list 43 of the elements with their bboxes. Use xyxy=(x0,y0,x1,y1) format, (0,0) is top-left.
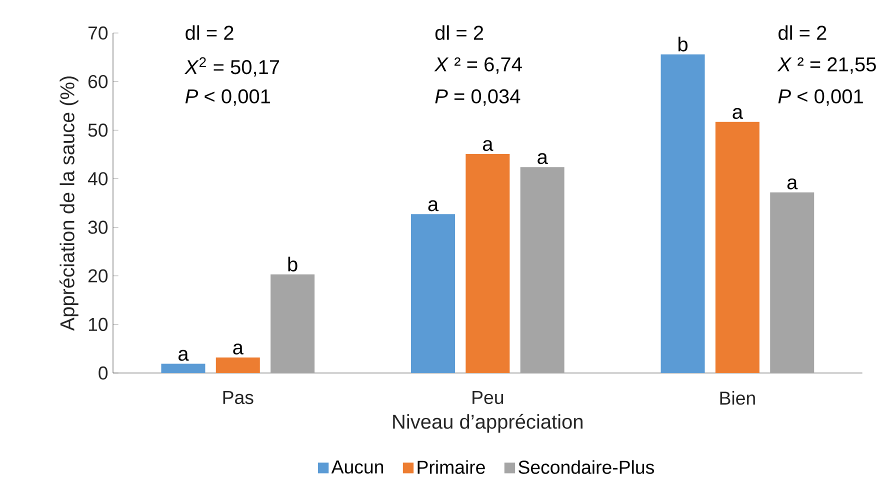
x-tick-label: Bien xyxy=(720,391,755,405)
x-tick-label: Peu xyxy=(472,391,504,404)
bar xyxy=(270,274,315,373)
annotation: dl = 2 xyxy=(186,25,234,40)
annotation: P < 0,001 xyxy=(185,89,270,106)
annotation: dl = 2 xyxy=(435,25,484,40)
bar xyxy=(411,214,456,373)
annotation: X ² = 21,55 xyxy=(777,57,876,74)
data-label: a xyxy=(428,200,439,212)
data-label: a xyxy=(233,344,244,355)
y-axis-title: Appréciation de la sauce (%) xyxy=(60,76,78,331)
annotation: X ² = 6,74 xyxy=(434,57,522,74)
data-label: a xyxy=(538,153,548,164)
data-label: b xyxy=(288,256,298,272)
x-tick-label: Pas xyxy=(223,391,254,404)
bar xyxy=(466,154,510,373)
annotation: X$^{2}$ = 50,17 xyxy=(184,57,280,77)
bar xyxy=(770,192,814,373)
annotation: P = 0,034 xyxy=(435,89,520,106)
bar xyxy=(660,54,705,373)
y-tick-label: 50 xyxy=(88,124,108,137)
bar xyxy=(715,122,760,373)
bar xyxy=(520,167,564,373)
x-axis-title: Niveau d’appréciation xyxy=(393,414,582,433)
data-label: a xyxy=(787,178,798,190)
annotation: dl = 2 xyxy=(778,25,826,40)
bar xyxy=(216,357,260,373)
y-tick-label: 0 xyxy=(98,366,108,380)
y-tick-label: 70 xyxy=(88,26,108,40)
y-tick-label: 60 xyxy=(88,74,108,88)
y-tick-label: 30 xyxy=(88,220,108,234)
legend-label: Secondaire-Plus xyxy=(518,460,654,474)
annotation: P < 0,001 xyxy=(778,89,863,106)
y-tick-label: 20 xyxy=(88,269,108,282)
data-label: b xyxy=(678,36,688,52)
y-tick-label: 40 xyxy=(88,172,108,186)
data-label: a xyxy=(482,140,494,152)
legend-label: Aucun xyxy=(331,460,384,474)
data-label: a xyxy=(732,108,744,119)
y-tick-label: 10 xyxy=(88,318,108,332)
data-label: a xyxy=(178,350,189,361)
bar xyxy=(161,364,206,373)
legend-label: Primaire xyxy=(418,460,485,474)
